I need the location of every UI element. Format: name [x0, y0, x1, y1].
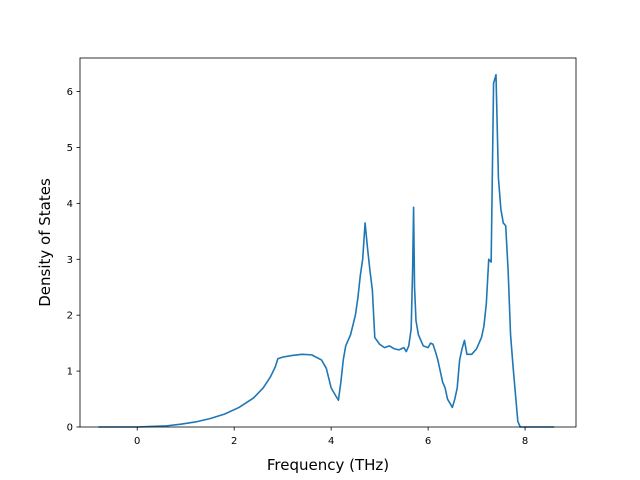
y-tick-label: 4 [67, 199, 73, 210]
x-axis-label: Frequency (THz) [267, 456, 389, 474]
y-axis-label: Density of States [36, 178, 54, 307]
y-tick-label: 3 [67, 255, 73, 266]
y-tick-label: 0 [67, 423, 73, 434]
x-tick-label: 2 [231, 436, 237, 447]
axes-frame [79, 57, 577, 428]
x-tick-label: 6 [425, 436, 431, 447]
x-tick-label: 0 [134, 436, 140, 447]
dos-series-line [98, 73, 555, 428]
x-tick-label: 8 [522, 436, 528, 447]
y-axis-ticks: 0 1 2 3 4 5 6 [67, 87, 80, 434]
y-tick-label: 5 [67, 143, 73, 154]
y-tick-label: 2 [67, 311, 73, 322]
y-tick-label: 6 [67, 87, 73, 98]
x-tick-label: 4 [328, 436, 334, 447]
line-layer [98, 73, 555, 428]
y-tick-label: 1 [67, 367, 73, 378]
x-axis-ticks: 0 2 4 6 8 [134, 427, 528, 447]
